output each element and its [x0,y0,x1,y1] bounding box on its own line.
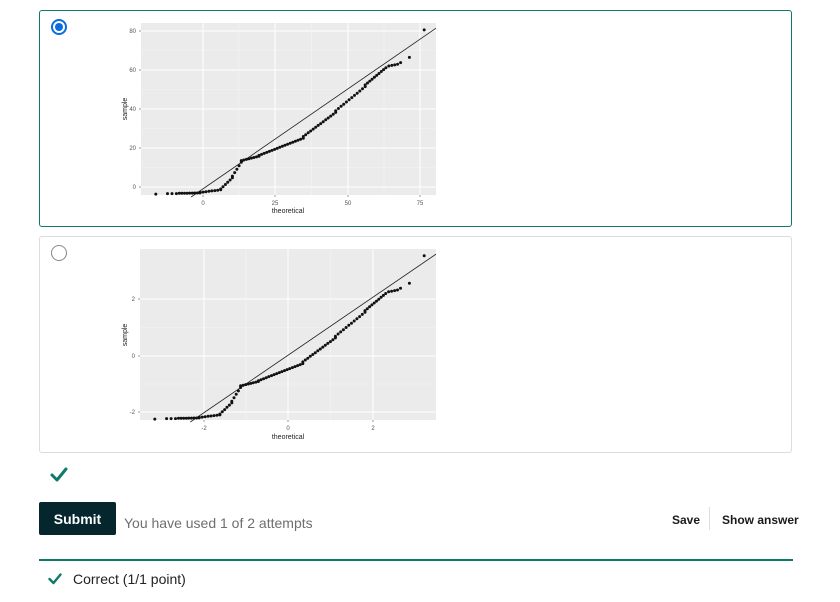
x-tick-label: 50 [345,201,352,207]
feedback-message: Correct (1/1 point) [73,571,186,587]
y-tick-label: 80 [129,29,136,35]
feedback-divider [39,559,793,561]
x-tick-label: -2 [201,426,207,432]
y-tick-label: 2 [132,297,136,303]
save-button[interactable]: Save [672,513,701,527]
qq-plot-2: -2 0 2 -2 0 2 sample theoretical [122,249,437,441]
plot-1-ylabel: sample [122,98,129,121]
y-tick-label: 0 [133,185,137,191]
option-1-radio[interactable] [51,19,67,35]
check-icon [50,467,68,482]
answer-option-2[interactable]: -2 0 2 -2 0 2 sample theoretical [39,236,792,453]
y-tick-label: 40 [129,107,136,113]
x-tick-label: 75 [417,201,424,207]
y-tick-label: 0 [132,354,136,360]
x-tick-label: 25 [272,201,279,207]
check-icon [48,573,62,585]
plot-2-xlabel: theoretical [272,434,305,441]
plot-1-xlabel: theoretical [272,208,305,215]
show-answer-button[interactable]: Show answer [722,513,799,527]
plot-2-ylabel: sample [122,324,129,347]
actions-divider [709,507,710,530]
answer-option-1[interactable]: 0 20 40 60 80 0 25 50 75 sample theoretical [39,10,792,227]
x-tick-label: 0 [201,201,205,207]
option-2-radio[interactable] [51,245,67,261]
y-tick-label: -2 [130,410,136,416]
qq-plot-1: 0 20 40 60 80 0 25 50 75 sample theoretical [122,23,437,215]
x-tick-label: 0 [286,426,290,432]
y-tick-label: 20 [129,146,136,152]
attempts-text: You have used 1 of 2 attempts [124,515,313,531]
y-tick-label: 60 [129,68,136,74]
x-tick-label: 2 [371,426,375,432]
submit-button[interactable]: Submit [39,502,116,535]
